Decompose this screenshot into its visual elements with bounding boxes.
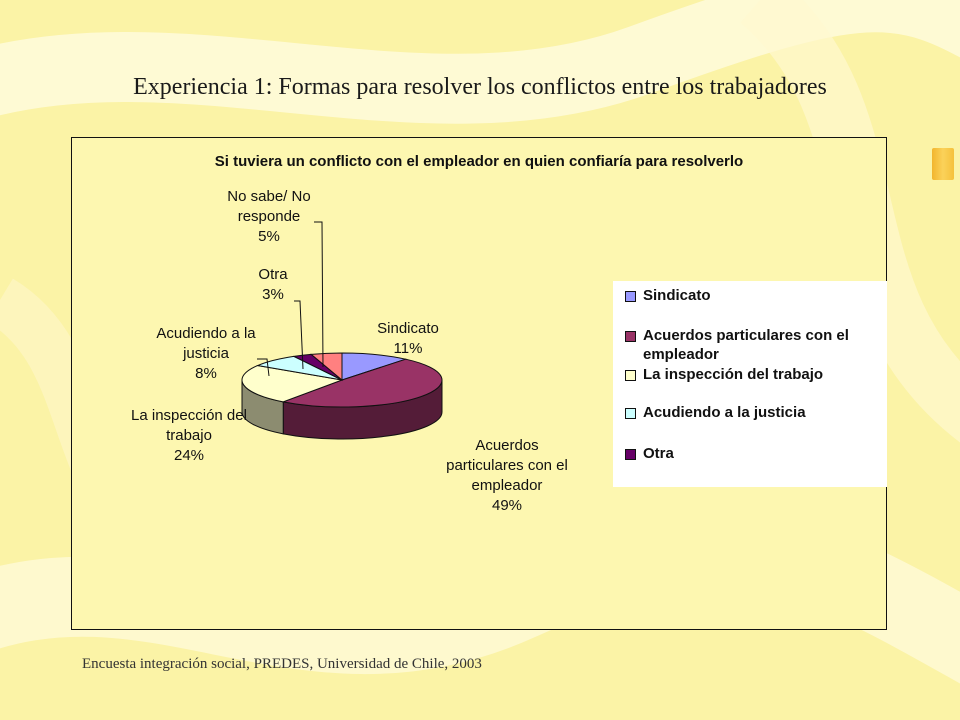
legend-label-line: empleador bbox=[643, 346, 719, 363]
data-label-5: No sabe/ No responde 5% bbox=[227, 188, 310, 245]
source-caption: Encuesta integración social, PREDES, Uni… bbox=[82, 656, 482, 672]
data-label-4: Otra 3% bbox=[258, 266, 288, 303]
pie-slice-2 bbox=[241, 365, 344, 403]
leader-line-nosabe bbox=[314, 221, 324, 368]
legend-label: La inspección del trabajo bbox=[643, 365, 883, 384]
legend-swatch bbox=[625, 291, 636, 302]
data-label-3: Acudiendo a la justicia 8% bbox=[156, 325, 256, 382]
data-label-0: Sindicato 11% bbox=[377, 320, 439, 357]
legend-swatch bbox=[625, 449, 636, 460]
legend-label: Acudiendo a la justicia bbox=[643, 403, 883, 422]
data-label-2: La inspección del trabajo 24% bbox=[131, 407, 247, 464]
leader-line-otra bbox=[294, 300, 304, 370]
data-label-1: Acuerdos particulares con el empleador 49% bbox=[446, 437, 568, 514]
legend-swatch bbox=[625, 370, 636, 381]
pie-slice-5 bbox=[309, 352, 343, 382]
legend-label: Sindicato bbox=[643, 286, 883, 305]
chart-legend: Sindicato Acuerdos particulares con el emp… bbox=[613, 281, 887, 487]
pie-slice-0 bbox=[341, 352, 408, 381]
legend-label: Acuerdos particulares con el empleador bbox=[643, 326, 883, 364]
legend-swatch bbox=[625, 408, 636, 419]
legend-label-line: La inspección del trabajo bbox=[643, 366, 824, 383]
legend-label-line: Sindicato bbox=[643, 287, 711, 304]
chart-frame: Si tuviera un conflicto con el empleador… bbox=[71, 137, 887, 630]
chart-title: Si tuviera un conflicto con el empleador… bbox=[215, 153, 743, 170]
legend-swatch bbox=[625, 331, 636, 342]
legend-label-line: Acuerdos particulares con el bbox=[643, 327, 849, 344]
legend-label: Otra bbox=[643, 444, 883, 463]
leader-line-justicia bbox=[257, 358, 270, 377]
legend-label-line: Otra bbox=[643, 445, 674, 462]
slide-title: Experiencia 1: Formas para resolver los … bbox=[133, 74, 827, 100]
pie-slice-1 bbox=[281, 358, 443, 408]
pie-chart: Si tuviera un conflicto con el empleador… bbox=[131, 153, 743, 514]
corner-accent-shape bbox=[932, 148, 954, 180]
legend-label-line: Acudiendo a la justicia bbox=[643, 404, 806, 421]
